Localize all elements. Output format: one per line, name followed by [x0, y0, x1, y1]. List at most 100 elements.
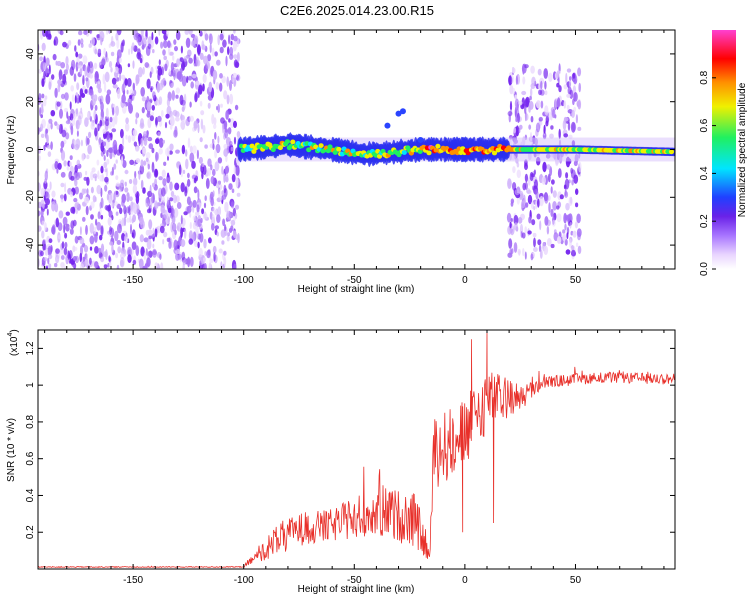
- spectrogram-noise-blob: [45, 198, 50, 206]
- spectrogram-noise-blob: [48, 263, 52, 269]
- spectrogram-noise-blob: [84, 258, 89, 268]
- spectrogram-noise-blob: [525, 113, 529, 121]
- spectrogram-noise-blob: [90, 89, 94, 100]
- spectrogram-noise-blob: [124, 187, 129, 193]
- spectrogram-noise-blob: [230, 40, 233, 46]
- spectrogram-noise-blob: [187, 75, 193, 81]
- spectrogram-noise-blob: [89, 73, 93, 79]
- spectrogram-noise-blob: [216, 231, 219, 237]
- spectrogram-noise-blob: [236, 52, 240, 63]
- spectrogram-noise-blob: [159, 253, 162, 260]
- spectrogram-noise-blob: [183, 228, 187, 239]
- spectrogram-noise-blob: [522, 76, 526, 85]
- spectrogram-noise-blob: [38, 225, 42, 232]
- spectrogram-noise-blob: [541, 176, 546, 185]
- spectrogram-noise-blob: [179, 57, 184, 63]
- spectrogram-noise-blob: [507, 178, 512, 190]
- spectrogram-noise-blob: [162, 196, 166, 203]
- snr-xtick-label: -150: [123, 575, 143, 586]
- spectrogram-noise-blob: [152, 227, 155, 238]
- spectrogram-noise-blob: [529, 171, 534, 182]
- spectrogram-noise-blob: [59, 30, 64, 36]
- spectrogram-noise-blob: [111, 128, 117, 133]
- spectrogram-noise-blob: [110, 41, 116, 47]
- snr-frame: [37, 329, 676, 570]
- spectrogram-noise-blob: [97, 211, 101, 220]
- spectrogram-band-core: [668, 149, 675, 155]
- spectrogram-noise-blob: [221, 75, 226, 84]
- spectrogram-noise-blob: [572, 72, 576, 79]
- spectrogram-noise-blob: [212, 139, 216, 145]
- spectrogram-noise-blob: [544, 193, 549, 204]
- spectrogram-noise-blob: [108, 30, 111, 34]
- spectrogram-noise-blob: [527, 194, 533, 205]
- spectrogram-noise-blob: [226, 94, 230, 105]
- spectrogram-noise-blob: [225, 110, 229, 120]
- spectrogram-noise-blob: [186, 205, 192, 214]
- spectrogram-noise-blob: [103, 264, 108, 269]
- spectrogram-noise-blob: [55, 217, 59, 228]
- spectrogram-noise-blob: [74, 95, 77, 104]
- spectrogram-noise-blob: [116, 55, 120, 66]
- spectrogram-noise-blob: [134, 170, 137, 179]
- spectrogram-noise-blob: [145, 197, 149, 204]
- spectrogram-noise-blob: [230, 146, 234, 152]
- spectrogram-noise-blob: [115, 190, 119, 195]
- spectrogram-noise-blob: [85, 170, 88, 176]
- spectrogram-noise-blob: [108, 255, 111, 262]
- spectrogram-noise-blob: [533, 247, 538, 252]
- spectrogram-noise-blob: [197, 189, 200, 200]
- spectrogram-band-core: [332, 150, 338, 155]
- spectrogram-noise-blob: [204, 63, 208, 73]
- spectrogram-noise-blob: [567, 121, 571, 131]
- spectrogram-noise-blob: [222, 194, 227, 200]
- spectrogram-noise-blob: [543, 245, 549, 255]
- spectrogram-noise-blob: [96, 34, 101, 39]
- spectrogram-noise-blob: [533, 206, 536, 211]
- spectrogram-noise-blob: [132, 259, 137, 265]
- spectrogram-noise-blob: [543, 124, 546, 134]
- spectrogram-noise-blob: [203, 257, 206, 262]
- spectrogram-noise-blob: [103, 155, 106, 161]
- spectrogram-noise-blob: [189, 212, 192, 218]
- spectrogram-noise-blob: [566, 214, 571, 223]
- spectrogram-noise-blob: [528, 216, 532, 224]
- spectrogram-noise-blob: [205, 178, 210, 189]
- spectrogram-noise-blob: [110, 67, 113, 73]
- spectrogram-noise-blob: [130, 223, 132, 235]
- spectrogram-noise-blob: [94, 104, 98, 111]
- spectrogram-noise-blob: [216, 214, 221, 224]
- spectrogram-noise-blob: [551, 179, 555, 185]
- spectrogram-noise-blob: [189, 152, 195, 163]
- spectrogram-noise-blob: [202, 74, 207, 83]
- spectrogram-noise-blob: [65, 257, 69, 265]
- spectrogram-noise-blob: [96, 159, 100, 166]
- spectrogram-noise-blob: [96, 84, 101, 89]
- spectrogram-noise-blob: [140, 30, 144, 37]
- spectrogram-noise-blob: [38, 68, 42, 74]
- spectrogram-noise-blob: [104, 81, 107, 93]
- spectrogram-noise-blob: [71, 94, 75, 102]
- spectrogram-noise-blob: [552, 108, 556, 119]
- spectrogram-noise-blob: [111, 214, 114, 221]
- spectrogram-noise-blob: [39, 56, 43, 62]
- spectrogram-noise-blob: [90, 170, 94, 181]
- spectrogram-noise-blob: [132, 203, 137, 213]
- spectrogram-noise-blob: [203, 238, 207, 249]
- spectrogram-noise-blob: [100, 243, 105, 254]
- spectrogram-noise-blob: [112, 139, 118, 151]
- spectrogram-noise-blob: [65, 223, 70, 232]
- spectrogram-noise-blob: [164, 63, 168, 72]
- spectrogram-noise-blob: [569, 221, 572, 229]
- spectrogram-noise-blob: [165, 113, 170, 119]
- spectrogram-noise-blob: [212, 168, 216, 177]
- spectrogram-noise-blob: [522, 63, 525, 75]
- spectrogram-noise-blob: [162, 139, 165, 144]
- spectrogram-noise-blob: [214, 225, 219, 230]
- spectrogram-noise-blob: [562, 233, 566, 242]
- spectrogram-noise-blob: [535, 190, 539, 200]
- spectrogram-noise-blob: [46, 144, 52, 149]
- spectrogram-noise-blob: [63, 160, 67, 167]
- spectrogram-noise-blob: [163, 209, 168, 220]
- spectrogram-noise-blob: [509, 84, 514, 95]
